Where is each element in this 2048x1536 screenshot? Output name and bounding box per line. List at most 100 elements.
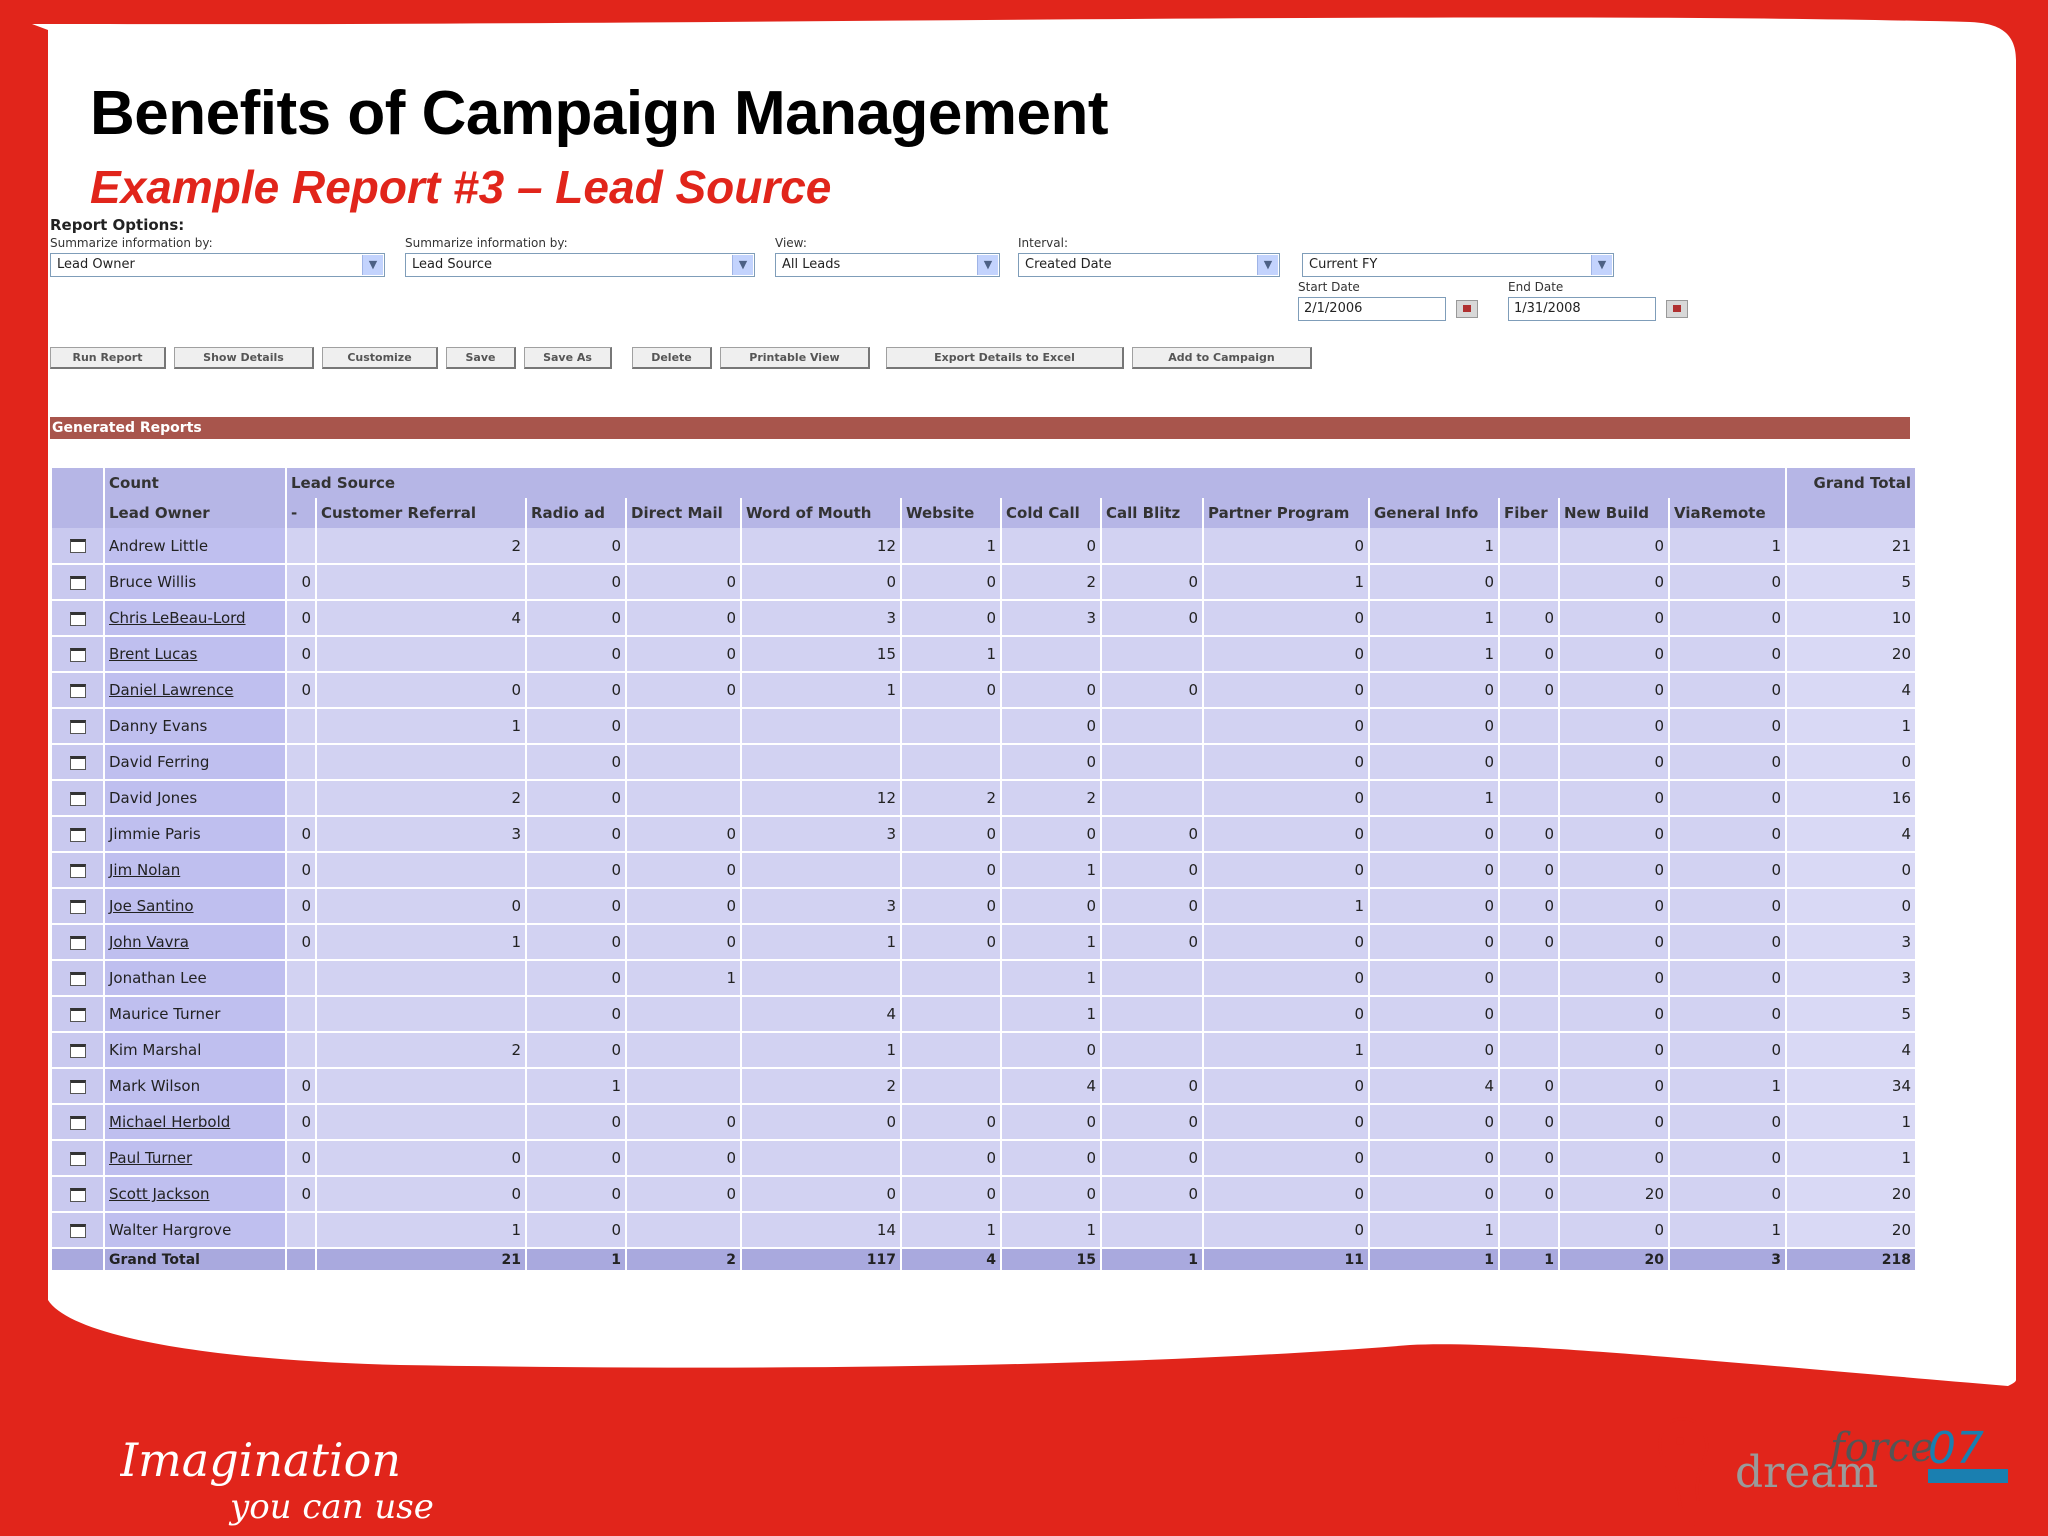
delete-button[interactable]: Delete: [632, 347, 712, 369]
left-logo-line1: Imagination: [120, 1433, 401, 1487]
row-grand-total-cell: 21: [1786, 528, 1917, 565]
save-as-button[interactable]: Save As: [524, 347, 612, 369]
table-cell: 0: [626, 888, 742, 925]
lead-owner-cell[interactable]: Jim Nolan: [104, 852, 287, 889]
row-checkbox[interactable]: [69, 827, 86, 842]
lead-owner-cell: Mark Wilson: [104, 1068, 287, 1105]
table-cell: 0: [286, 816, 317, 853]
table-cell: 0: [741, 1176, 902, 1213]
row-checkbox[interactable]: [69, 1115, 86, 1130]
row-checkbox[interactable]: [69, 719, 86, 734]
table-cell: [901, 996, 1002, 1033]
table-row: Kim Marshal 2 0 1 0 1 0 0 0 4: [52, 1032, 1917, 1069]
grand-total-label-cell: Grand Total: [104, 1248, 287, 1270]
period-select[interactable]: Current FY ▼: [1302, 253, 1614, 277]
table-cell: 0: [1499, 672, 1560, 709]
table-cell: 1: [526, 1068, 627, 1105]
view-value: All Leads: [782, 257, 841, 272]
row-checkbox[interactable]: [69, 647, 86, 662]
table-cell: 0: [1499, 1140, 1560, 1177]
right-logo-year: 07: [1928, 1423, 1984, 1474]
row-select-cell: [52, 1212, 105, 1249]
report-options-heading: Report Options:: [50, 216, 185, 234]
table-cell: 0: [1669, 1032, 1787, 1069]
lead-owner-cell[interactable]: Joe Santino: [104, 888, 287, 925]
row-checkbox[interactable]: [69, 935, 86, 950]
row-checkbox[interactable]: [69, 683, 86, 698]
start-date-input[interactable]: 2/1/2006: [1298, 297, 1446, 321]
row-checkbox[interactable]: [69, 1043, 86, 1058]
view-select[interactable]: All Leads ▼: [775, 253, 1000, 277]
table-cell: 0: [526, 1032, 627, 1069]
row-select-cell: [52, 1032, 105, 1069]
row-checkbox[interactable]: [69, 539, 86, 553]
row-checkbox[interactable]: [69, 755, 86, 770]
table-cell: 0: [1203, 708, 1370, 745]
chevron-down-icon[interactable]: ▼: [1257, 255, 1278, 275]
table-cell: [626, 1068, 742, 1105]
customize-button[interactable]: Customize: [322, 347, 438, 369]
table-cell: [1101, 780, 1204, 817]
printable-view-button[interactable]: Printable View: [720, 347, 870, 369]
lead-owner-cell[interactable]: Paul Turner: [104, 1140, 287, 1177]
column-header: Website: [901, 498, 1002, 528]
row-checkbox[interactable]: [69, 611, 86, 626]
row-grand-total-cell: 4: [1786, 816, 1917, 853]
chevron-down-icon[interactable]: ▼: [732, 255, 753, 275]
chevron-down-icon[interactable]: ▼: [977, 255, 998, 275]
chevron-down-icon[interactable]: ▼: [362, 255, 383, 275]
table-cell: 0: [526, 564, 627, 601]
lead-owner-cell: Jonathan Lee: [104, 960, 287, 997]
table-cell: [286, 528, 317, 565]
lead-owner-cell[interactable]: Daniel Lawrence: [104, 672, 287, 709]
save-button[interactable]: Save: [446, 347, 516, 369]
row-checkbox[interactable]: [69, 1151, 86, 1166]
summarize-by-select[interactable]: Lead Owner ▼: [50, 253, 385, 277]
lead-owner-cell[interactable]: Brent Lucas: [104, 636, 287, 673]
summarize-by-label: Summarize information by:: [50, 236, 213, 250]
calendar-icon[interactable]: [1666, 300, 1688, 318]
row-checkbox[interactable]: [69, 791, 86, 806]
table-cell: 0: [286, 1140, 317, 1177]
interval-select[interactable]: Created Date ▼: [1018, 253, 1280, 277]
table-cell: 0: [1203, 960, 1370, 997]
row-checkbox[interactable]: [69, 1079, 86, 1094]
overall-total-cell: 218: [1786, 1248, 1917, 1270]
summarize-by-2-select[interactable]: Lead Source ▼: [405, 253, 755, 277]
run-report-button[interactable]: Run Report: [50, 347, 166, 369]
lead-owner-cell[interactable]: Scott Jackson: [104, 1176, 287, 1213]
row-checkbox[interactable]: [69, 575, 86, 590]
table-cell: 0: [1001, 1176, 1102, 1213]
lead-owner-cell[interactable]: Chris LeBeau-Lord: [104, 600, 287, 637]
chevron-down-icon[interactable]: ▼: [1591, 255, 1612, 275]
row-select-cell: [52, 1068, 105, 1105]
lead-owner-cell[interactable]: John Vavra: [104, 924, 287, 961]
row-checkbox[interactable]: [69, 899, 86, 914]
table-cell: [901, 960, 1002, 997]
row-checkbox[interactable]: [69, 1223, 86, 1238]
row-checkbox[interactable]: [69, 863, 86, 878]
table-cell: 1: [1001, 1212, 1102, 1249]
show-details-button[interactable]: Show Details: [174, 347, 314, 369]
export-details-button[interactable]: Export Details to Excel: [886, 347, 1124, 369]
add-to-campaign-button[interactable]: Add to Campaign: [1132, 347, 1312, 369]
period-value: Current FY: [1309, 257, 1378, 272]
table-row: Mark Wilson 0 1 2 4 0 0 4 0 0 1 34: [52, 1068, 1917, 1105]
table-row: Joe Santino 0 0 0 0 3 0 0 0 1 0 0 0 0 0: [52, 888, 1917, 925]
row-checkbox[interactable]: [69, 1187, 86, 1202]
table-cell: 0: [1001, 1104, 1102, 1141]
table-cell: 0: [1499, 636, 1560, 673]
row-checkbox[interactable]: [69, 1007, 86, 1022]
row-checkbox[interactable]: [69, 971, 86, 986]
end-date-input[interactable]: 1/31/2008: [1508, 297, 1656, 321]
table-cell: 0: [901, 1140, 1002, 1177]
calendar-icon[interactable]: [1456, 300, 1478, 318]
table-cell: 0: [286, 636, 317, 673]
end-date-label: End Date: [1508, 280, 1564, 294]
row-select-cell: [52, 780, 105, 817]
table-cell: 0: [741, 1104, 902, 1141]
lead-owner-cell[interactable]: Michael Herbold: [104, 1104, 287, 1141]
table-cell: 0: [526, 708, 627, 745]
table-cell: 0: [1203, 672, 1370, 709]
row-select-cell: [52, 996, 105, 1033]
